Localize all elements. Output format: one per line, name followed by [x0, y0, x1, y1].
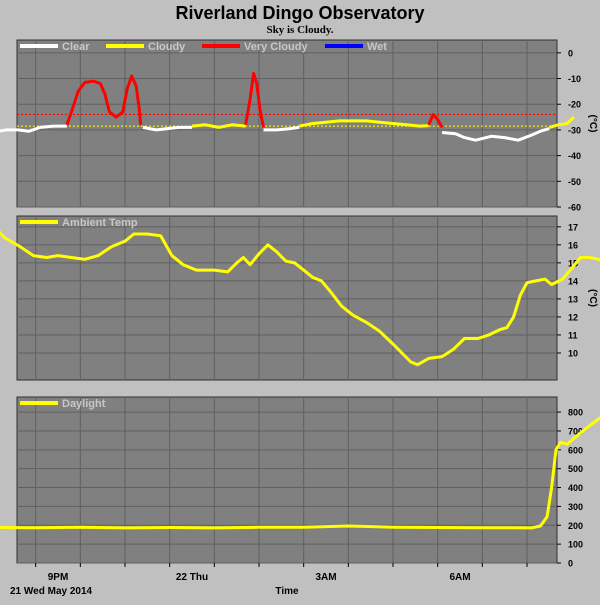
very-cloudy-series-line — [65, 74, 143, 126]
plot-area — [16, 39, 558, 208]
daylight-panel: 800 700 600 500 400 300 200 100 0 Daylight — [0, 396, 600, 569]
y-tick-label: -20 — [568, 100, 581, 110]
ambient-temp-series-line — [0, 230, 600, 367]
y-tick-label: 12 — [568, 312, 578, 322]
y-tick-label: 11 — [568, 330, 578, 340]
y-axis-label: (°C) — [587, 115, 598, 133]
y-tick-label: 15 — [568, 258, 578, 268]
y-tick-label: 300 — [568, 502, 583, 512]
y-tick-label: 200 — [568, 521, 583, 531]
cloudy-series-line — [548, 116, 575, 129]
clear-series-line — [0, 124, 67, 133]
cloudy-series-line — [191, 123, 246, 129]
y-tick-label: -10 — [568, 74, 581, 84]
legend-label: Daylight — [62, 398, 106, 410]
clear-series-line — [441, 127, 550, 142]
y-tick-label: 500 — [568, 464, 583, 474]
y-tick-label: 13 — [568, 294, 578, 304]
plot-area — [16, 215, 558, 381]
sky-temperature-panel: 0 -10 -20 -30 -40 -50 -60 (°C) Clear Cloudy Very C… — [0, 39, 598, 213]
y-tick-label: -40 — [568, 151, 581, 161]
legend-label: Wet — [367, 41, 387, 53]
y-tick-label: 600 — [568, 445, 583, 455]
y-tick-label: 800 — [568, 408, 583, 418]
y-axis-label: (°C) — [587, 289, 598, 307]
very-cloudy-series-line — [244, 71, 265, 128]
x-tick-label: 22 Thu — [176, 572, 208, 583]
chart-title: Riverland Dingo Observatory — [175, 3, 424, 23]
legend-label: Cloudy — [148, 41, 186, 53]
time-axis: 9PM 22 Thu 3AM 6AM — [35, 563, 528, 583]
legend-label: Very Cloudy — [244, 41, 308, 53]
daylight-series-line — [0, 416, 600, 530]
very-cloudy-series-line — [427, 113, 444, 129]
y-tick-label: 14 — [568, 276, 578, 286]
clear-series-line — [263, 125, 300, 132]
x-tick-label: 9PM — [48, 572, 69, 583]
y-tick-label: 0 — [568, 559, 573, 569]
x-tick-label: 3AM — [315, 572, 336, 583]
legend-label: Ambient Temp — [62, 217, 138, 229]
y-tick-label: -30 — [568, 125, 581, 135]
x-axis-label: Time — [275, 586, 299, 597]
y-tick-label: 700 — [568, 426, 583, 436]
ambient-temp-panel: 17 16 15 14 13 12 11 10 (°C) Ambient Temp — [0, 215, 600, 381]
legend-label: Clear — [62, 41, 90, 53]
date-label: 21 Wed May 2014 — [10, 586, 93, 597]
y-tick-label: 0 — [568, 48, 573, 58]
cloudy-series-line — [298, 119, 429, 128]
y-tick-label: -50 — [568, 177, 581, 187]
y-tick-label: -60 — [568, 203, 581, 213]
y-tick-label: 17 — [568, 222, 578, 232]
y-tick-label: 400 — [568, 483, 583, 493]
x-tick-label: 6AM — [449, 572, 470, 583]
y-tick-label: 16 — [568, 240, 578, 250]
chart-subtitle: Sky is Cloudy. — [267, 24, 334, 36]
y-tick-label: 100 — [568, 540, 583, 550]
plot-area — [16, 396, 558, 564]
clear-series-line — [142, 125, 192, 132]
y-tick-label: 10 — [568, 348, 578, 358]
